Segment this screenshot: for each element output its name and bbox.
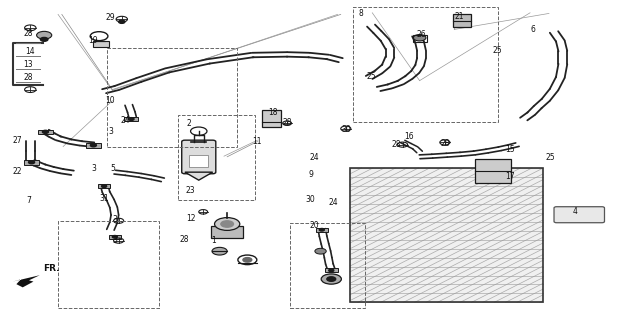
Text: 18: 18 <box>268 108 278 117</box>
Text: FR.: FR. <box>43 264 59 273</box>
Text: 9: 9 <box>308 170 313 179</box>
Text: 4: 4 <box>573 207 578 216</box>
Text: 3: 3 <box>108 127 113 136</box>
Circle shape <box>129 118 134 120</box>
Circle shape <box>327 277 336 281</box>
Text: 22: 22 <box>13 167 23 176</box>
Text: 14: 14 <box>25 47 35 56</box>
Circle shape <box>102 185 107 188</box>
Text: 24: 24 <box>328 198 338 207</box>
Text: 19: 19 <box>88 36 98 44</box>
Bar <box>413 35 427 42</box>
Circle shape <box>319 228 324 231</box>
Polygon shape <box>13 275 40 287</box>
Text: 26: 26 <box>416 30 427 39</box>
Bar <box>353 7 498 122</box>
Circle shape <box>37 31 52 39</box>
Text: 24: 24 <box>309 153 319 162</box>
Bar <box>58 221 159 308</box>
Circle shape <box>329 269 334 272</box>
Text: 3: 3 <box>112 236 117 245</box>
Circle shape <box>215 218 240 230</box>
Text: 30: 30 <box>305 195 316 204</box>
Text: 7: 7 <box>26 196 31 204</box>
Text: 27: 27 <box>13 136 23 145</box>
Circle shape <box>243 258 252 262</box>
Bar <box>86 143 101 148</box>
Bar <box>325 268 338 272</box>
Text: 28: 28 <box>282 118 292 127</box>
Text: 13: 13 <box>23 60 33 68</box>
Bar <box>350 168 543 302</box>
Bar <box>316 228 328 232</box>
Polygon shape <box>185 172 213 180</box>
Text: 28: 28 <box>23 29 33 38</box>
Circle shape <box>321 274 341 284</box>
FancyBboxPatch shape <box>554 207 604 223</box>
Bar <box>189 155 208 167</box>
Text: 6: 6 <box>531 25 536 34</box>
Bar <box>124 117 138 121</box>
Text: 10: 10 <box>105 96 115 105</box>
Bar <box>475 159 511 183</box>
Text: 29: 29 <box>105 13 115 22</box>
Text: 31: 31 <box>99 194 109 203</box>
Text: 25: 25 <box>545 153 555 162</box>
Bar <box>93 41 109 47</box>
Text: 24: 24 <box>120 116 130 125</box>
Text: 2: 2 <box>187 119 192 128</box>
Bar <box>109 235 121 239</box>
FancyBboxPatch shape <box>182 140 216 174</box>
Text: 8: 8 <box>358 9 363 18</box>
Text: 28: 28 <box>179 235 189 244</box>
Text: 15: 15 <box>505 145 515 154</box>
Text: 11: 11 <box>252 137 262 146</box>
Circle shape <box>413 35 426 41</box>
Text: 5: 5 <box>110 164 115 172</box>
Text: 28: 28 <box>23 73 33 82</box>
Circle shape <box>40 37 48 41</box>
Circle shape <box>119 20 125 23</box>
Text: 28: 28 <box>440 139 450 148</box>
Text: 3: 3 <box>112 215 117 224</box>
Text: 28: 28 <box>391 140 401 149</box>
Text: 12: 12 <box>186 214 196 223</box>
Bar <box>38 130 53 134</box>
Bar <box>211 226 243 238</box>
Circle shape <box>90 144 97 147</box>
Bar <box>178 115 255 200</box>
Bar <box>453 14 471 27</box>
Text: 1: 1 <box>211 236 216 245</box>
Circle shape <box>212 247 227 255</box>
Circle shape <box>42 130 49 133</box>
Text: 3: 3 <box>91 164 96 172</box>
Bar <box>262 110 281 127</box>
Circle shape <box>112 236 117 238</box>
Text: 16: 16 <box>404 132 414 141</box>
Circle shape <box>28 161 35 164</box>
Bar <box>107 48 237 147</box>
Bar <box>290 223 365 308</box>
Text: 21: 21 <box>454 12 464 21</box>
Text: 17: 17 <box>505 172 515 181</box>
Text: 23: 23 <box>186 186 196 195</box>
Text: 25: 25 <box>492 46 502 55</box>
Bar <box>24 160 39 164</box>
Circle shape <box>221 221 233 227</box>
Text: 30: 30 <box>341 125 351 134</box>
Text: 25: 25 <box>366 72 376 81</box>
Bar <box>98 184 110 188</box>
Text: 20: 20 <box>309 221 319 230</box>
Circle shape <box>315 248 326 254</box>
Bar <box>350 168 543 302</box>
